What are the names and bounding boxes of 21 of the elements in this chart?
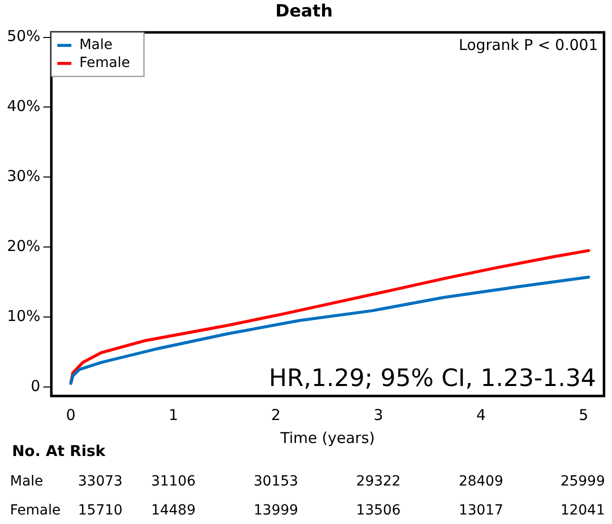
x-axis-title: Time (years) xyxy=(279,428,375,447)
text: Male 33073 31106 30153 29322 28409 25999 xyxy=(10,474,605,490)
y-tick-label: 10% xyxy=(6,306,40,325)
x-tick-label: 3 xyxy=(374,406,384,424)
annotation: Logrank P < 0.001 xyxy=(458,36,598,54)
x-tick-label: 0 xyxy=(66,406,76,424)
text: No. At Risk xyxy=(12,442,106,460)
text: Female 15710 14489 13999 13506 13017 12041 xyxy=(10,502,605,519)
x-tick-label: 5 xyxy=(578,406,588,424)
legend-label: Female xyxy=(79,55,130,72)
y-tick-label: 0 xyxy=(30,376,40,395)
legend-label: Male xyxy=(79,37,113,54)
y-tick-label: 50% xyxy=(6,27,40,46)
chart-title: Death xyxy=(275,2,333,22)
annotation: HR,1.29; 95% CI, 1.23-1.34 xyxy=(268,364,596,392)
y-tick-label: 20% xyxy=(6,236,40,255)
x-tick-label: 4 xyxy=(476,406,486,424)
y-tick-label: 30% xyxy=(6,167,40,186)
x-tick-label: 1 xyxy=(168,406,178,424)
x-tick-label: 2 xyxy=(271,406,281,424)
y-tick-label: 40% xyxy=(6,97,40,116)
